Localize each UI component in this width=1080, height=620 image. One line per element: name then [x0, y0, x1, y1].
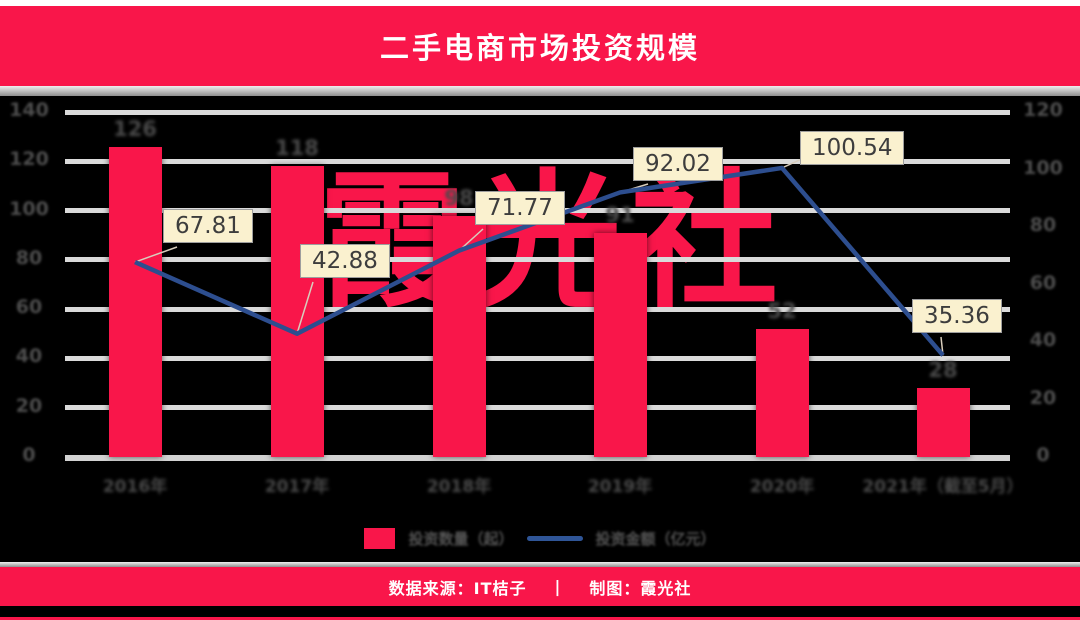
legend-bar-swatch — [364, 527, 396, 549]
x-axis-label-2016年: 2016年 — [102, 477, 168, 497]
bar-value-label: 28 — [928, 358, 958, 382]
bottom-divider — [0, 562, 1080, 567]
data-point-label: 67.81 — [163, 209, 253, 243]
gridline — [65, 257, 1010, 263]
right-axis-tick-label: 100 — [1023, 156, 1063, 179]
data-point-label: 71.77 — [475, 191, 565, 225]
x-axis-label-2020年: 2020年 — [749, 477, 815, 497]
bar-value-label: 126 — [113, 116, 157, 141]
legend-bar-label: 投资数量（起） — [408, 529, 514, 548]
bottom-red-edge — [0, 617, 1080, 620]
bar-value-label: 118 — [275, 136, 319, 161]
gridline — [65, 355, 1010, 361]
left-axis-tick-label: 100 — [9, 197, 49, 220]
credit-label: 制图：霞光社 — [589, 578, 692, 598]
footer-band: 数据来源：IT桔子 | 制图：霞光社 — [0, 567, 1080, 606]
legend-line-swatch — [526, 535, 583, 541]
bottom-black-band — [0, 606, 1080, 620]
right-axis-tick-label: 40 — [1029, 329, 1057, 351]
left-axis-tick-label: 0 — [22, 444, 36, 466]
right-axis-tick-label: 80 — [1029, 214, 1057, 236]
legend-line-label: 投资金额（亿元） — [595, 529, 716, 548]
bar-2018年 — [432, 215, 486, 457]
legend: 投资数量（起） 投资金额（亿元） — [0, 521, 1080, 555]
data-point-label: 100.54 — [800, 131, 905, 165]
data-point-label: 92.02 — [633, 147, 723, 181]
footer-divider: | — [554, 577, 562, 596]
page-title: 二手电商市场投资规模 — [379, 31, 700, 65]
bar-2019年 — [593, 232, 647, 457]
bar-2020年 — [755, 328, 809, 457]
gridline — [65, 158, 1010, 164]
x-axis-label-2019年: 2019年 — [587, 477, 653, 497]
left-axis-tick-label: 120 — [9, 148, 49, 171]
x-axis-label-2018年: 2018年 — [426, 477, 492, 497]
bar-value-label: 98 — [444, 185, 474, 210]
left-axis-tick-label: 80 — [15, 246, 43, 269]
x-axis-label-2017年: 2017年 — [264, 477, 330, 497]
bar-value-label: 91 — [605, 202, 635, 227]
bar-value-label: 52 — [767, 298, 797, 323]
header-band: 二手电商市场投资规模 — [0, 6, 1080, 86]
left-axis-tick-label: 40 — [15, 345, 43, 368]
data-point-label: 42.88 — [300, 244, 390, 278]
right-axis-tick-label: 0 — [1036, 444, 1050, 466]
left-axis-tick-label: 60 — [15, 296, 43, 319]
gridline — [65, 454, 1010, 461]
right-axis-tick-label: 120 — [1023, 99, 1063, 121]
gridline — [65, 109, 1010, 115]
right-axis-tick-label: 20 — [1029, 386, 1057, 409]
gridline — [65, 306, 1010, 312]
gridline — [65, 405, 1010, 411]
right-axis-tick-label: 60 — [1029, 271, 1057, 294]
left-axis-tick-label: 140 — [9, 99, 49, 121]
bar-2021年（截至5月） — [916, 388, 970, 457]
x-axis-label-2021年（截至5月）: 2021年（截至5月） — [862, 477, 1024, 497]
data-source-label: 数据来源：IT桔子 — [388, 578, 527, 598]
bar-2017年 — [270, 166, 324, 457]
top-divider — [0, 86, 1080, 96]
left-axis-tick-label: 20 — [15, 394, 43, 417]
data-point-label: 35.36 — [912, 299, 1002, 333]
bar-2016年 — [108, 146, 162, 457]
